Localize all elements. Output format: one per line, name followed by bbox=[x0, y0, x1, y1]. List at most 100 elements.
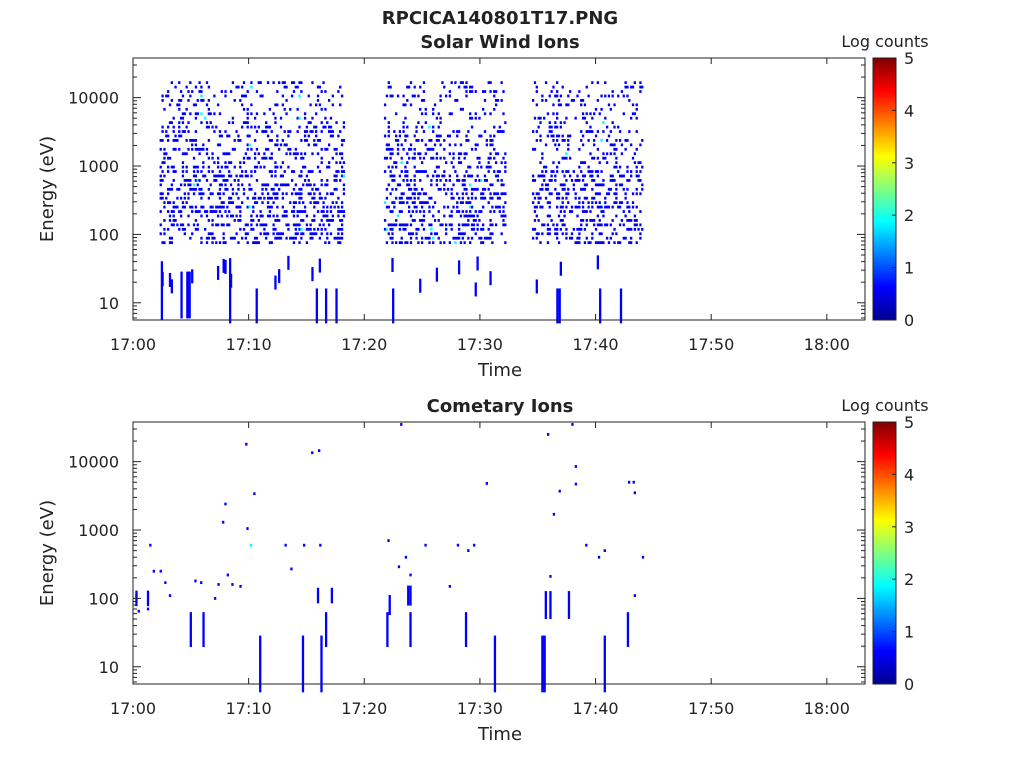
data-cell bbox=[463, 223, 466, 227]
data-cell bbox=[583, 116, 587, 120]
data-cell bbox=[300, 170, 303, 173]
data-cell bbox=[467, 219, 470, 222]
data-cell bbox=[246, 174, 249, 178]
data-cell bbox=[185, 165, 188, 169]
data-cell bbox=[250, 81, 253, 85]
data-cell bbox=[305, 125, 309, 129]
data-cell bbox=[246, 143, 249, 147]
data-cell bbox=[391, 201, 394, 205]
data-cell bbox=[404, 116, 407, 120]
data-cell bbox=[274, 192, 277, 196]
data-cell bbox=[456, 201, 459, 205]
data-cell bbox=[185, 85, 188, 89]
data-cell bbox=[205, 179, 209, 182]
data-cell bbox=[618, 174, 622, 178]
data-cell bbox=[580, 139, 583, 142]
data-cell bbox=[298, 196, 301, 200]
data-cell bbox=[339, 227, 342, 231]
data-cell bbox=[335, 121, 338, 125]
data-cell bbox=[209, 112, 212, 116]
data-cell bbox=[324, 107, 327, 111]
data-cell bbox=[292, 241, 296, 245]
data-cell bbox=[485, 139, 489, 142]
data-cell bbox=[233, 179, 236, 182]
data-cell bbox=[404, 223, 407, 227]
data-cell bbox=[313, 227, 316, 231]
data-cell bbox=[276, 236, 279, 240]
data-cell bbox=[404, 174, 407, 178]
data-cell bbox=[246, 147, 249, 151]
data-cell bbox=[202, 165, 205, 169]
data-cell bbox=[417, 192, 420, 196]
data-cell bbox=[250, 219, 253, 222]
data-cell bbox=[585, 183, 588, 187]
data-cell bbox=[605, 192, 609, 196]
data-cell bbox=[596, 156, 600, 160]
data-cell bbox=[263, 196, 266, 200]
data-cell bbox=[337, 236, 340, 240]
data-cell bbox=[474, 219, 477, 222]
data-cell bbox=[402, 201, 405, 205]
data-cell bbox=[194, 187, 198, 191]
data-cell bbox=[200, 121, 203, 125]
data-cell bbox=[543, 179, 546, 182]
data-cell bbox=[609, 174, 612, 178]
data-cell bbox=[452, 183, 455, 187]
data-cell bbox=[272, 214, 275, 218]
data-cell bbox=[265, 130, 268, 133]
data-cell bbox=[324, 125, 327, 129]
data-cell bbox=[257, 219, 260, 222]
data-cell bbox=[572, 183, 575, 187]
data-cell bbox=[546, 134, 550, 138]
data-cell bbox=[216, 192, 220, 196]
data-cell bbox=[594, 192, 598, 196]
data-cell bbox=[218, 143, 222, 147]
data-cell bbox=[404, 227, 407, 231]
data-cell bbox=[563, 174, 566, 178]
data-cell bbox=[311, 116, 314, 120]
data-cell bbox=[556, 125, 559, 129]
data-cell bbox=[207, 196, 211, 200]
data-cell bbox=[340, 227, 344, 231]
data-cell bbox=[218, 210, 222, 213]
data-cell bbox=[329, 210, 333, 213]
data-cell bbox=[556, 139, 559, 142]
data-cell bbox=[487, 81, 490, 85]
data-cell bbox=[504, 170, 507, 173]
data-cell bbox=[467, 549, 470, 553]
data-cell bbox=[420, 223, 424, 227]
data-cell bbox=[576, 179, 579, 182]
data-cell bbox=[211, 125, 214, 129]
data-cell bbox=[407, 183, 411, 187]
data-cell bbox=[302, 219, 305, 222]
data-cell bbox=[163, 227, 166, 231]
data-cell bbox=[406, 196, 409, 200]
colorbar-tick-label: 3 bbox=[904, 154, 914, 173]
data-cell bbox=[585, 543, 588, 547]
data-cell bbox=[556, 170, 559, 173]
data-cell bbox=[422, 90, 426, 93]
data-cell bbox=[443, 183, 446, 187]
data-cell bbox=[580, 223, 583, 227]
data-cell bbox=[245, 442, 248, 446]
data-cell bbox=[578, 201, 581, 205]
data-cell bbox=[270, 170, 273, 173]
data-cell bbox=[257, 81, 260, 85]
data-cell bbox=[620, 90, 624, 93]
data-cell bbox=[544, 81, 548, 85]
data-cell bbox=[205, 241, 209, 245]
data-cell bbox=[324, 227, 327, 231]
data-cell bbox=[307, 121, 310, 125]
data-cell bbox=[395, 223, 398, 227]
data-cell bbox=[302, 165, 305, 169]
data-cell bbox=[548, 227, 551, 231]
data-cell bbox=[457, 260, 461, 275]
data-cell bbox=[489, 90, 492, 93]
data-cell bbox=[279, 165, 283, 169]
data-cell bbox=[543, 223, 546, 227]
data-cell bbox=[216, 165, 220, 169]
data-cell bbox=[385, 156, 389, 160]
data-cell bbox=[554, 143, 557, 147]
data-cell bbox=[620, 143, 624, 147]
